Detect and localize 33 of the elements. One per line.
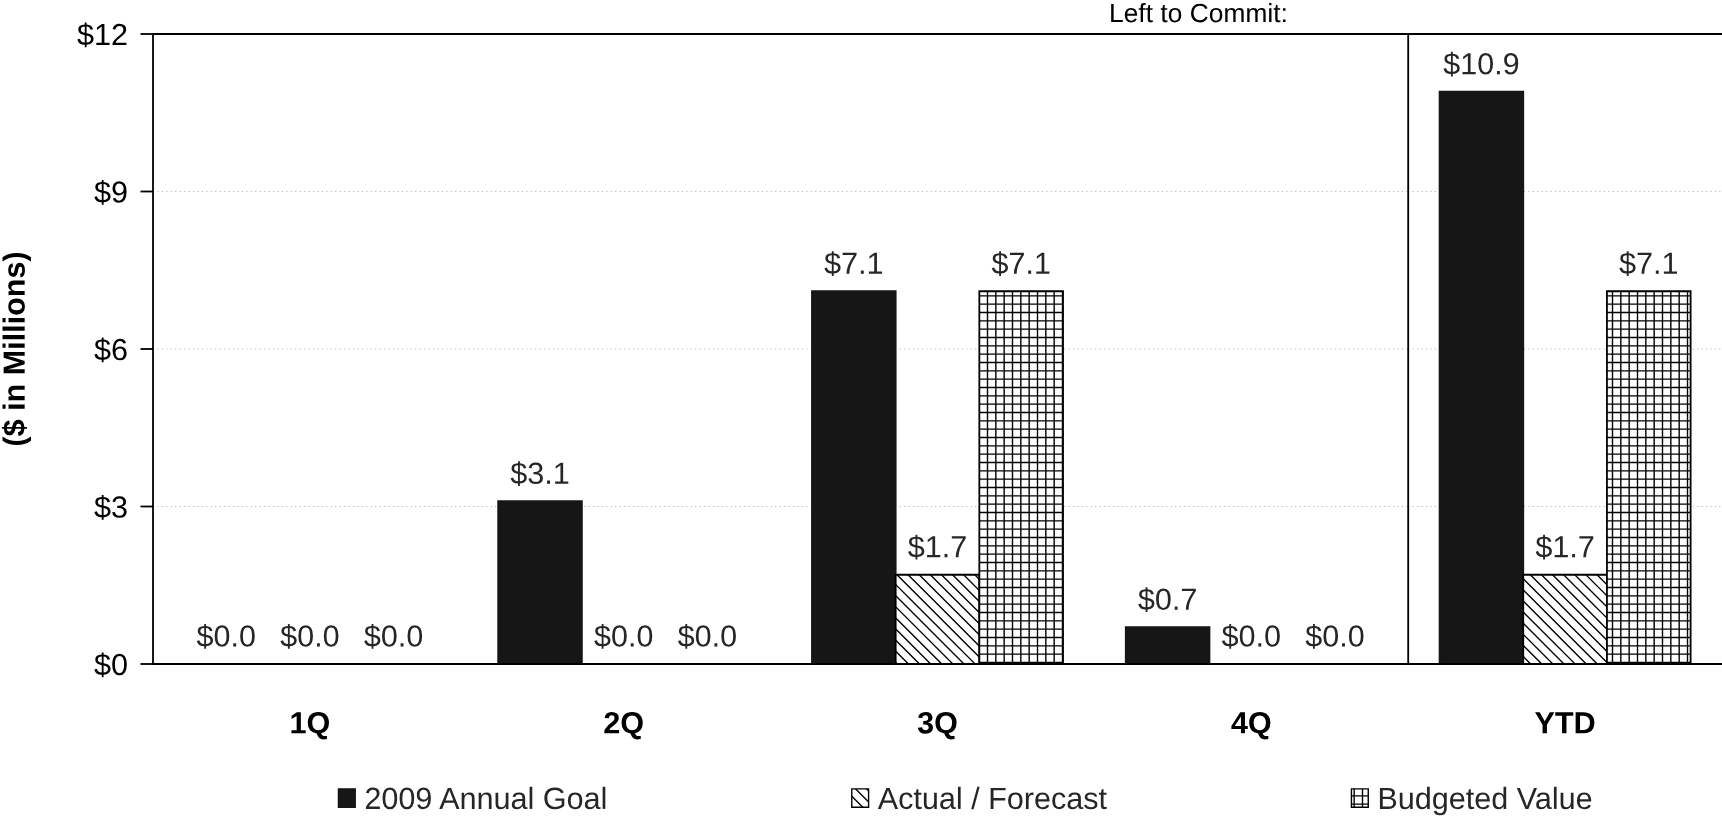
bar [497,500,583,664]
legend-label: Budgeted Value [1379,786,1592,816]
data-label: $0.0 [677,623,736,649]
data-label: $10.9 [1443,51,1519,77]
y-axis-title: ($ in Millions) [1,252,31,446]
data-label: $0.0 [594,623,653,649]
data-label: $0.0 [280,623,339,649]
legend-label: Actual / Forecast [877,786,1107,810]
data-label: $0.0 [364,623,423,649]
data-label: $7.1 [1619,251,1678,276]
data-label: $0.0 [1221,623,1280,649]
data-label: $7.1 [824,251,883,276]
text: Left to Commit: [1111,3,1286,23]
bar [811,290,897,664]
x-tick-label: 2Q [604,712,643,740]
x-tick-label: YTD [1535,712,1595,734]
y-tick-label: $12 [77,22,127,48]
data-label: $1.7 [1535,534,1594,560]
data-label: $1.7 [908,534,966,560]
y-tick-label: $3 [94,494,127,520]
data-label: $0.0 [196,623,255,649]
legend-label: 2009 Annual Goal [365,786,606,810]
y-tick-label: $0 [94,652,127,678]
x-tick-label: 4Q [1231,712,1271,740]
x-tick-label: 1Q [291,712,329,740]
data-label: $0.0 [1305,623,1364,649]
y-tick-label: $9 [94,179,127,205]
bar [1124,626,1211,664]
data-label: $3.1 [510,461,569,486]
x-tick-label: 3Q [917,712,957,740]
data-label: $0.7 [1138,587,1196,612]
y-tick-label: $6 [94,337,127,363]
data-label: $7.1 [991,251,1050,276]
